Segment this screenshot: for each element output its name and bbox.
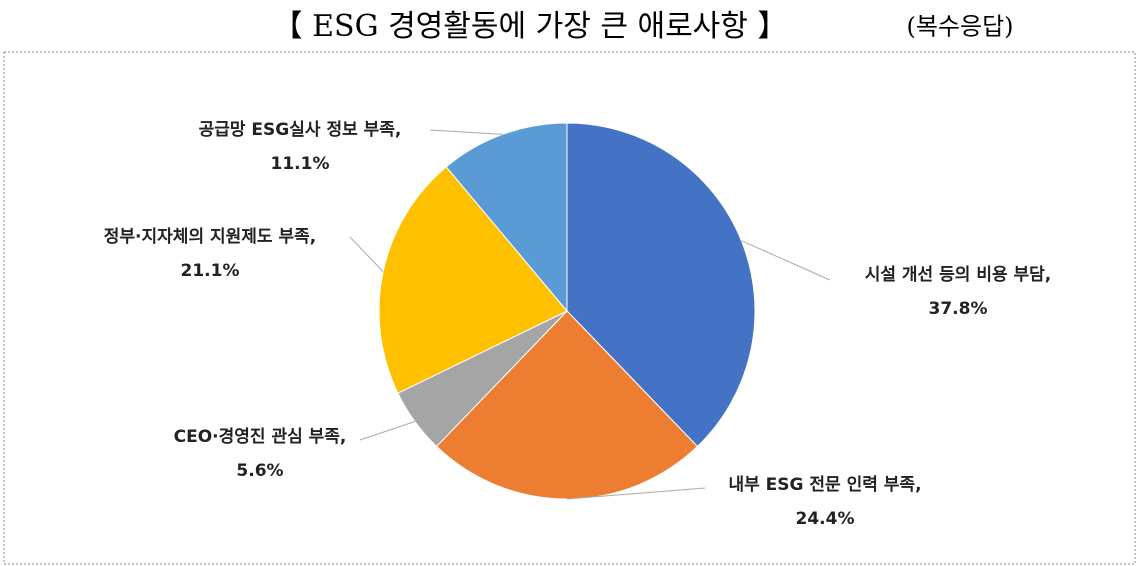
frame [3, 51, 1136, 565]
leader-line [349, 236, 384, 273]
slice-label: 공급망 ESG실사 정보 부족, [199, 120, 402, 140]
slice-label: 시설 개선 등의 비용 부담, [865, 265, 1052, 285]
slice-value-label: 5.6% [236, 461, 283, 481]
slice-value-label: 24.4% [796, 509, 855, 529]
slice-label: CEO·경영진 관심 부족, [174, 427, 347, 447]
slice-label: 정부·지자체의 지원제도 부족, [104, 227, 316, 247]
slice-value-label: 11.1% [271, 154, 330, 174]
chart-title: 【 ESG 경영활동에 가장 큰 애로사항 】 [273, 9, 788, 44]
pie-slice [445, 122, 568, 313]
slice-value-label: 21.1% [181, 261, 240, 281]
leader-line [429, 129, 503, 135]
chart-subtitle: (복수응답) [906, 13, 1013, 41]
pie-slice [435, 310, 699, 500]
leader-line [741, 240, 831, 281]
slice-value-label: 37.8% [929, 299, 988, 319]
leader-line [359, 421, 416, 441]
leader-line [566, 487, 706, 500]
slice-label: 내부 ESG 전문 인력 부족, [728, 475, 921, 495]
